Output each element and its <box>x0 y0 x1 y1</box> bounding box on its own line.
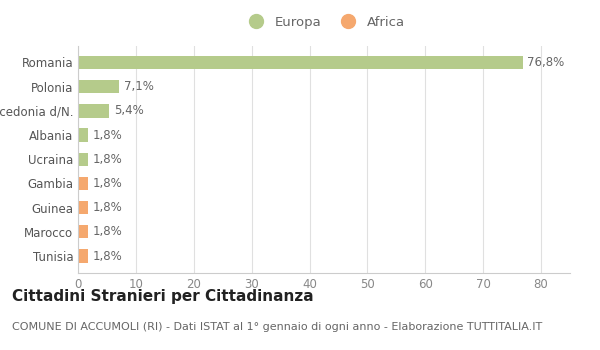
Text: 5,4%: 5,4% <box>114 104 143 117</box>
Text: 1,8%: 1,8% <box>93 153 123 166</box>
Bar <box>78 177 88 190</box>
Text: 1,8%: 1,8% <box>93 177 123 190</box>
Text: 7,1%: 7,1% <box>124 80 154 93</box>
Bar <box>78 225 88 238</box>
Bar <box>78 80 119 93</box>
Bar <box>78 249 88 262</box>
Text: Cittadini Stranieri per Cittadinanza: Cittadini Stranieri per Cittadinanza <box>12 289 314 304</box>
Bar <box>78 56 523 69</box>
Text: 1,8%: 1,8% <box>93 250 123 262</box>
Bar <box>78 128 88 142</box>
Bar <box>78 153 88 166</box>
Text: 1,8%: 1,8% <box>93 225 123 238</box>
Legend: Europa, Africa: Europa, Africa <box>238 11 410 34</box>
Bar <box>78 201 88 214</box>
Text: 1,8%: 1,8% <box>93 128 123 141</box>
Text: COMUNE DI ACCUMOLI (RI) - Dati ISTAT al 1° gennaio di ogni anno - Elaborazione T: COMUNE DI ACCUMOLI (RI) - Dati ISTAT al … <box>12 322 542 332</box>
Bar <box>78 104 109 118</box>
Text: 1,8%: 1,8% <box>93 201 123 214</box>
Text: 76,8%: 76,8% <box>527 56 565 69</box>
